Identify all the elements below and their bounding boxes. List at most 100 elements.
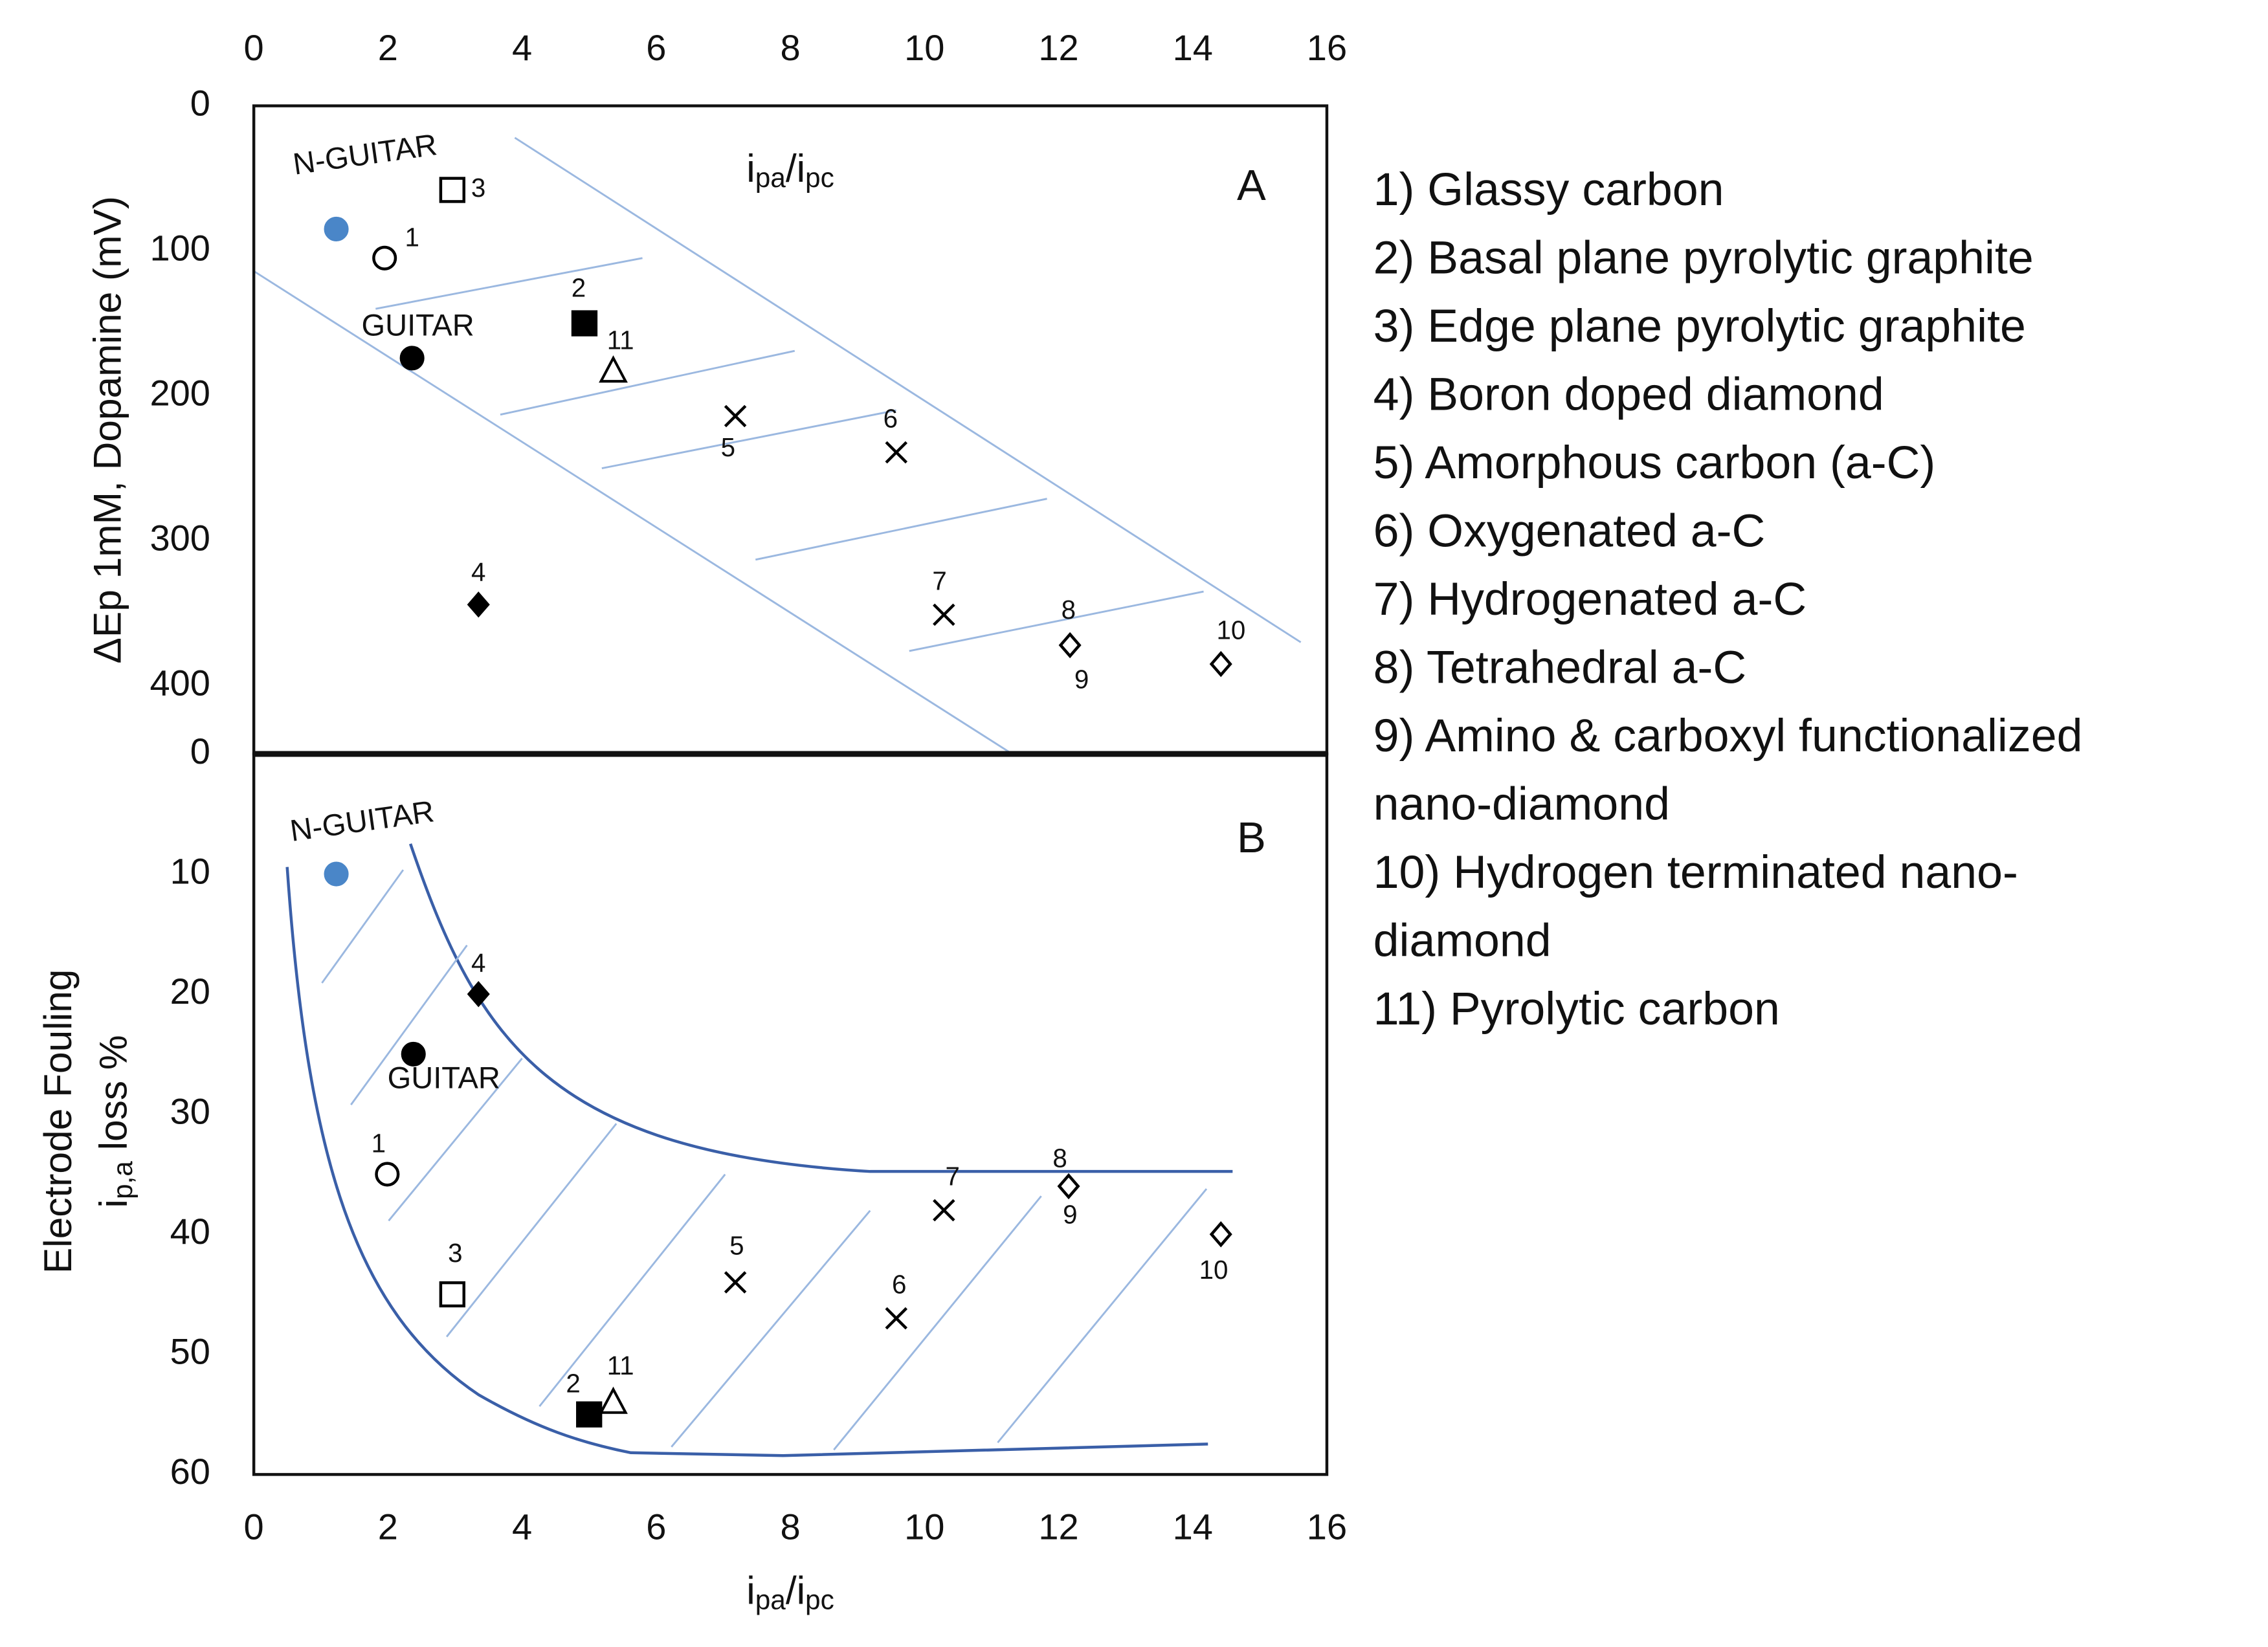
x-tick-label: 4 bbox=[512, 1506, 532, 1547]
point-number: 8 bbox=[1062, 595, 1076, 625]
x-tick-label: 14 bbox=[1173, 27, 1213, 68]
plot-frame-a bbox=[252, 104, 1329, 756]
y-tick-label: 50 bbox=[170, 1331, 210, 1372]
point-number: 4 bbox=[471, 948, 485, 978]
x-tick-label: 2 bbox=[378, 27, 398, 68]
text-part: /i bbox=[786, 146, 805, 190]
point-name: N-GUITAR bbox=[288, 793, 436, 848]
panel-label: A bbox=[1237, 161, 1266, 210]
point bbox=[439, 177, 465, 203]
point-number: 10 bbox=[1217, 615, 1246, 645]
point bbox=[324, 216, 349, 242]
point-name: GUITAR bbox=[388, 1061, 500, 1095]
point bbox=[1209, 1221, 1232, 1248]
legend-line: nano-diamond bbox=[1373, 779, 1670, 830]
point-name: N-GUITAR bbox=[291, 127, 439, 181]
subscript: pc bbox=[805, 1585, 834, 1615]
y-tick-label: 200 bbox=[150, 372, 210, 413]
legend-line: 11) Pyrolytic carbon bbox=[1373, 983, 1780, 1035]
point bbox=[571, 310, 598, 337]
x-tick-label: 6 bbox=[646, 1506, 666, 1547]
x-tick-label: 8 bbox=[780, 27, 800, 68]
annotation: ipa/ipc bbox=[746, 146, 834, 193]
x-tick-label: 0 bbox=[244, 1506, 264, 1547]
point bbox=[1209, 650, 1232, 678]
x-tick-label: 12 bbox=[1038, 1506, 1078, 1547]
subscript: pa bbox=[755, 162, 786, 193]
legend-line: 1) Glassy carbon bbox=[1373, 164, 1724, 216]
point bbox=[372, 245, 397, 271]
y-tick-label: 10 bbox=[170, 850, 210, 891]
point bbox=[324, 861, 349, 887]
point-number: 2 bbox=[566, 1368, 580, 1398]
point-number: 8 bbox=[1052, 1143, 1067, 1173]
point-number: 11 bbox=[607, 1351, 634, 1380]
point-number: 7 bbox=[932, 566, 946, 595]
y-tick-label: 20 bbox=[170, 971, 210, 1011]
y-tick-label: 40 bbox=[170, 1211, 210, 1252]
legend-line: diamond bbox=[1373, 915, 1551, 967]
point-number: 3 bbox=[448, 1238, 462, 1268]
cross-stroke bbox=[885, 441, 908, 464]
y-tick-label: 0 bbox=[190, 731, 210, 771]
point-number: 4 bbox=[471, 557, 485, 587]
point-number: 9 bbox=[1063, 1200, 1077, 1230]
legend-line: 7) Hydrogenated a-C bbox=[1373, 573, 1807, 625]
point bbox=[885, 441, 908, 464]
x-tick-label: 0 bbox=[244, 27, 264, 68]
y-axis-label: ΔEp 1mM, Dopamine (mV) bbox=[85, 196, 129, 664]
text-part: /i bbox=[786, 1568, 805, 1612]
x-axis-label: ipa/ipc bbox=[746, 1568, 834, 1615]
y-tick-label: 400 bbox=[150, 662, 210, 703]
point-number: 11 bbox=[607, 325, 634, 355]
y-axis-label: Electrode Fouling bbox=[36, 969, 80, 1274]
point bbox=[375, 1162, 400, 1187]
panel-label: B bbox=[1237, 813, 1266, 862]
legend-line: 8) Tetrahedral a-C bbox=[1373, 642, 1746, 694]
legend-line: 3) Edge plane pyrolytic graphite bbox=[1373, 300, 2026, 352]
legend-line: 4) Boron doped diamond bbox=[1373, 368, 1884, 420]
legend-line: 9) Amino & carboxyl functionalized bbox=[1373, 710, 2083, 762]
point bbox=[401, 1041, 426, 1067]
x-tick-label: 10 bbox=[904, 1506, 944, 1547]
legend-line: 5) Amorphous carbon (a-C) bbox=[1373, 437, 1936, 489]
cross-stroke bbox=[933, 603, 955, 626]
point bbox=[576, 1401, 603, 1428]
point bbox=[599, 1386, 628, 1414]
text-part: i bbox=[746, 1568, 755, 1612]
point bbox=[885, 1307, 908, 1330]
point-number: 5 bbox=[729, 1230, 744, 1260]
x-tick-label: 14 bbox=[1173, 1506, 1213, 1547]
point-number: 7 bbox=[946, 1162, 960, 1191]
point bbox=[724, 404, 747, 428]
point bbox=[467, 980, 490, 1008]
point bbox=[724, 1271, 747, 1294]
point bbox=[1058, 632, 1082, 659]
subscript: pa bbox=[755, 1585, 786, 1615]
point bbox=[933, 603, 955, 626]
point-number: 2 bbox=[572, 273, 586, 303]
cross-stroke bbox=[724, 404, 747, 428]
point bbox=[467, 591, 490, 618]
legend-line: 10) Hydrogen terminated nano- bbox=[1373, 846, 2018, 898]
point bbox=[399, 346, 425, 371]
y-tick-label: 60 bbox=[170, 1451, 210, 1492]
point-number: 9 bbox=[1074, 665, 1089, 694]
y-tick-label: 300 bbox=[150, 517, 210, 558]
x-tick-label: 4 bbox=[512, 27, 532, 68]
subscript: pc bbox=[805, 162, 834, 193]
legend-line: 2) Basal plane pyrolytic graphite bbox=[1373, 232, 2034, 283]
plot-frame-b bbox=[252, 752, 1329, 1476]
x-tick-label: 2 bbox=[378, 1506, 398, 1547]
y-tick-label: 0 bbox=[190, 82, 210, 123]
region-hatching-a bbox=[253, 137, 1302, 755]
point-number: 6 bbox=[892, 1270, 906, 1299]
subscript: p,a bbox=[107, 1161, 138, 1199]
x-tick-label: 8 bbox=[780, 1506, 800, 1547]
point bbox=[599, 355, 628, 383]
point-number: 1 bbox=[405, 222, 419, 252]
text-part: loss % bbox=[91, 1035, 135, 1161]
cross-stroke bbox=[933, 1199, 955, 1222]
x-tick-label: 12 bbox=[1038, 27, 1078, 68]
